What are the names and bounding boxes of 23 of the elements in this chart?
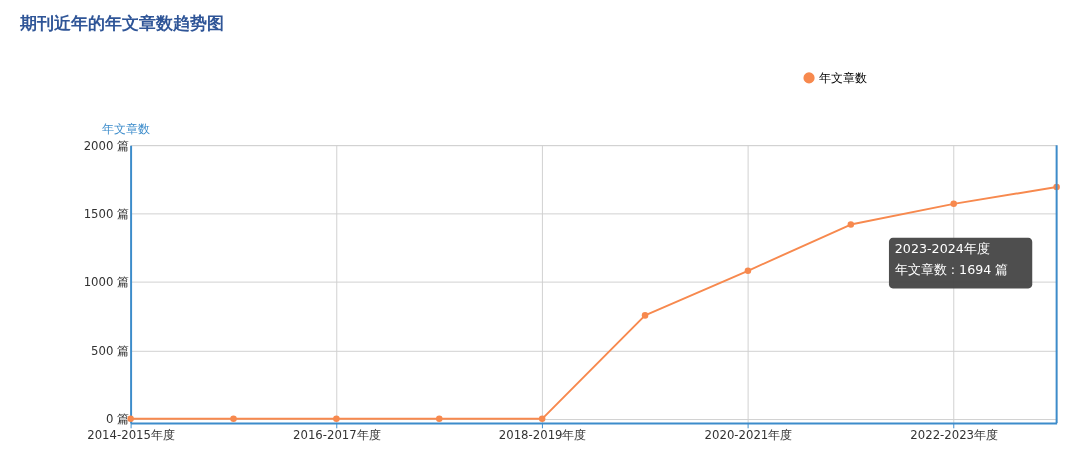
- y-axis-title: 年文章数: [101, 121, 150, 136]
- y-tick-label: 1000 篇: [83, 275, 130, 290]
- x-tick-label: 2020-2021年度: [704, 428, 793, 443]
- y-tick-label: 0 篇: [106, 412, 130, 427]
- x-tick-label: 2016-2017年度: [293, 428, 381, 443]
- point: [847, 221, 855, 228]
- point: [744, 267, 752, 275]
- annotation: 年文章数 : 1694 篇: [894, 261, 1009, 277]
- legend-label: 年文章数: [818, 70, 867, 85]
- x-tick-label: 2014-2015年度: [87, 428, 175, 443]
- point: [230, 415, 237, 423]
- point: [538, 415, 546, 423]
- point: [333, 415, 340, 423]
- y-tick-label: 1500 篇: [83, 206, 130, 221]
- point: [436, 415, 443, 423]
- annotation: 2023-2024年度: [894, 241, 990, 257]
- point: [641, 312, 649, 319]
- x-tick-label: 2018-2019年度: [498, 428, 587, 443]
- point: [950, 200, 957, 208]
- y-tick-label: 500 篇: [91, 343, 130, 358]
- chart-title: 期刊近年的年文章数趋势图: [19, 14, 225, 34]
- x-tick-label: 2022-2023年度: [910, 428, 999, 443]
- y-tick-label: 2000 篇: [83, 138, 130, 153]
